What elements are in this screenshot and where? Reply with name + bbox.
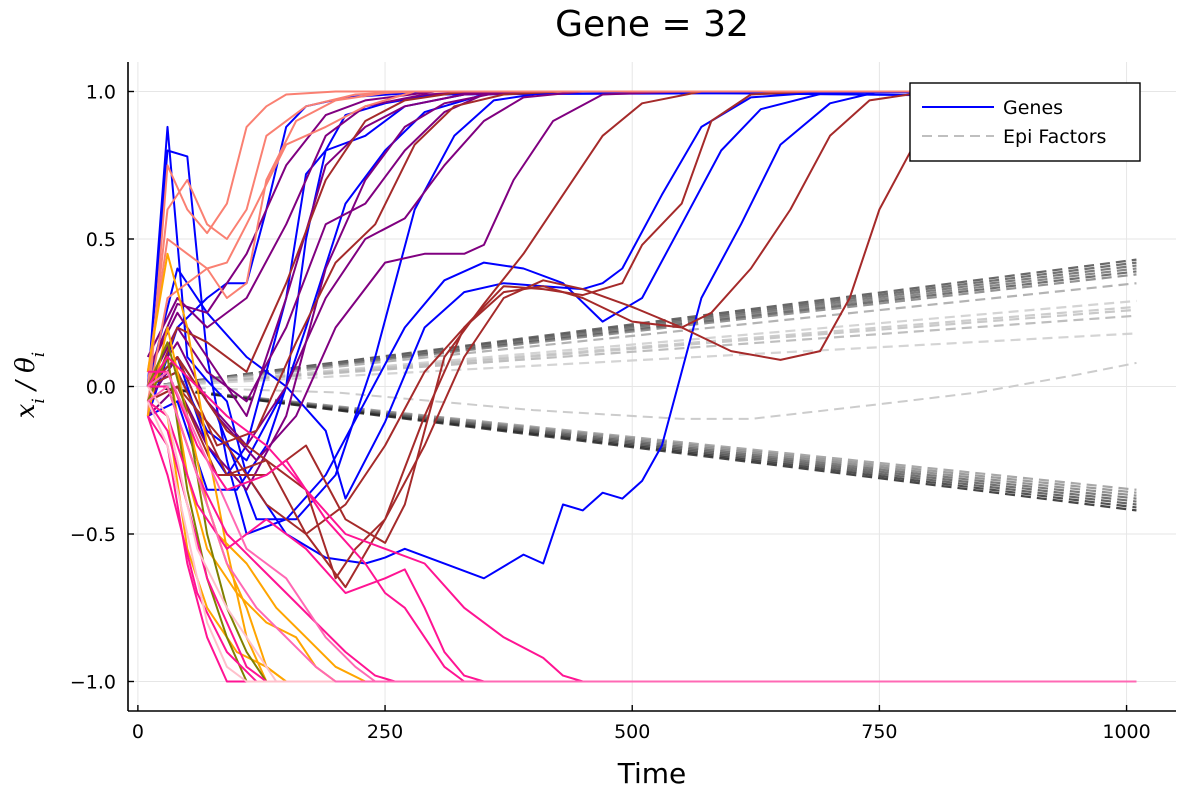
gene-line	[146, 90, 1137, 500]
legend-box	[909, 82, 1141, 162]
gene-line	[146, 90, 1137, 402]
gene-line	[147, 90, 1137, 580]
gene-line	[147, 90, 1137, 535]
gene-line	[147, 90, 1137, 544]
gene-line	[146, 90, 1137, 417]
gene-line	[146, 90, 1137, 373]
x-axis-title: Time	[617, 757, 687, 790]
x-tick-label: 500	[614, 721, 650, 743]
gene-lines	[146, 90, 1137, 683]
y-tick-label: 0.5	[86, 229, 116, 251]
y-tick-label: −1.0	[70, 672, 116, 694]
gene-line	[147, 90, 1137, 491]
gene-line	[147, 90, 1137, 589]
gene-line	[146, 356, 1137, 683]
x-tick-label: 1000	[1102, 721, 1150, 743]
gene-line	[146, 90, 1137, 535]
x-ticks: 0 250 500 750 1000	[132, 705, 1151, 743]
y-tick-label: 1.0	[86, 82, 116, 104]
gene-line	[146, 385, 1137, 683]
epi-factor-line	[147, 385, 1137, 512]
x-tick-label: 0	[132, 721, 144, 743]
gene-line	[146, 90, 1137, 372]
y-ticks: −1.0 −0.5 0.0 0.5 1.0	[70, 82, 134, 694]
gene-line	[147, 400, 1137, 683]
gene-line	[147, 370, 1137, 683]
legend: Genes Epi Factors	[909, 82, 1141, 162]
epi-factor-line	[147, 314, 1137, 388]
gene-line	[146, 400, 1137, 683]
y-tick-label: −0.5	[70, 524, 116, 546]
gene-line	[146, 90, 1137, 387]
legend-epi-label: Epi Factors	[1003, 126, 1106, 148]
y-tick-label: 0.0	[86, 377, 116, 399]
gene-line	[147, 400, 1137, 683]
gene-line	[147, 90, 1137, 447]
gene-line	[146, 90, 1137, 402]
x-tick-label: 250	[367, 721, 403, 743]
legend-genes-label: Genes	[1003, 97, 1063, 119]
epi-factor-line	[147, 273, 1137, 388]
chart-title: Gene = 32	[555, 4, 749, 45]
gene-line	[146, 252, 1137, 683]
gene-line	[146, 341, 1137, 683]
x-tick-label: 750	[861, 721, 897, 743]
epi-factor-line	[147, 282, 1137, 388]
gene-line	[146, 90, 1137, 462]
plot-area	[146, 90, 1137, 683]
epi-factor-line	[147, 361, 1137, 420]
gene-line	[147, 385, 1137, 683]
gene-line	[147, 370, 1137, 683]
gene-line	[146, 400, 1137, 683]
